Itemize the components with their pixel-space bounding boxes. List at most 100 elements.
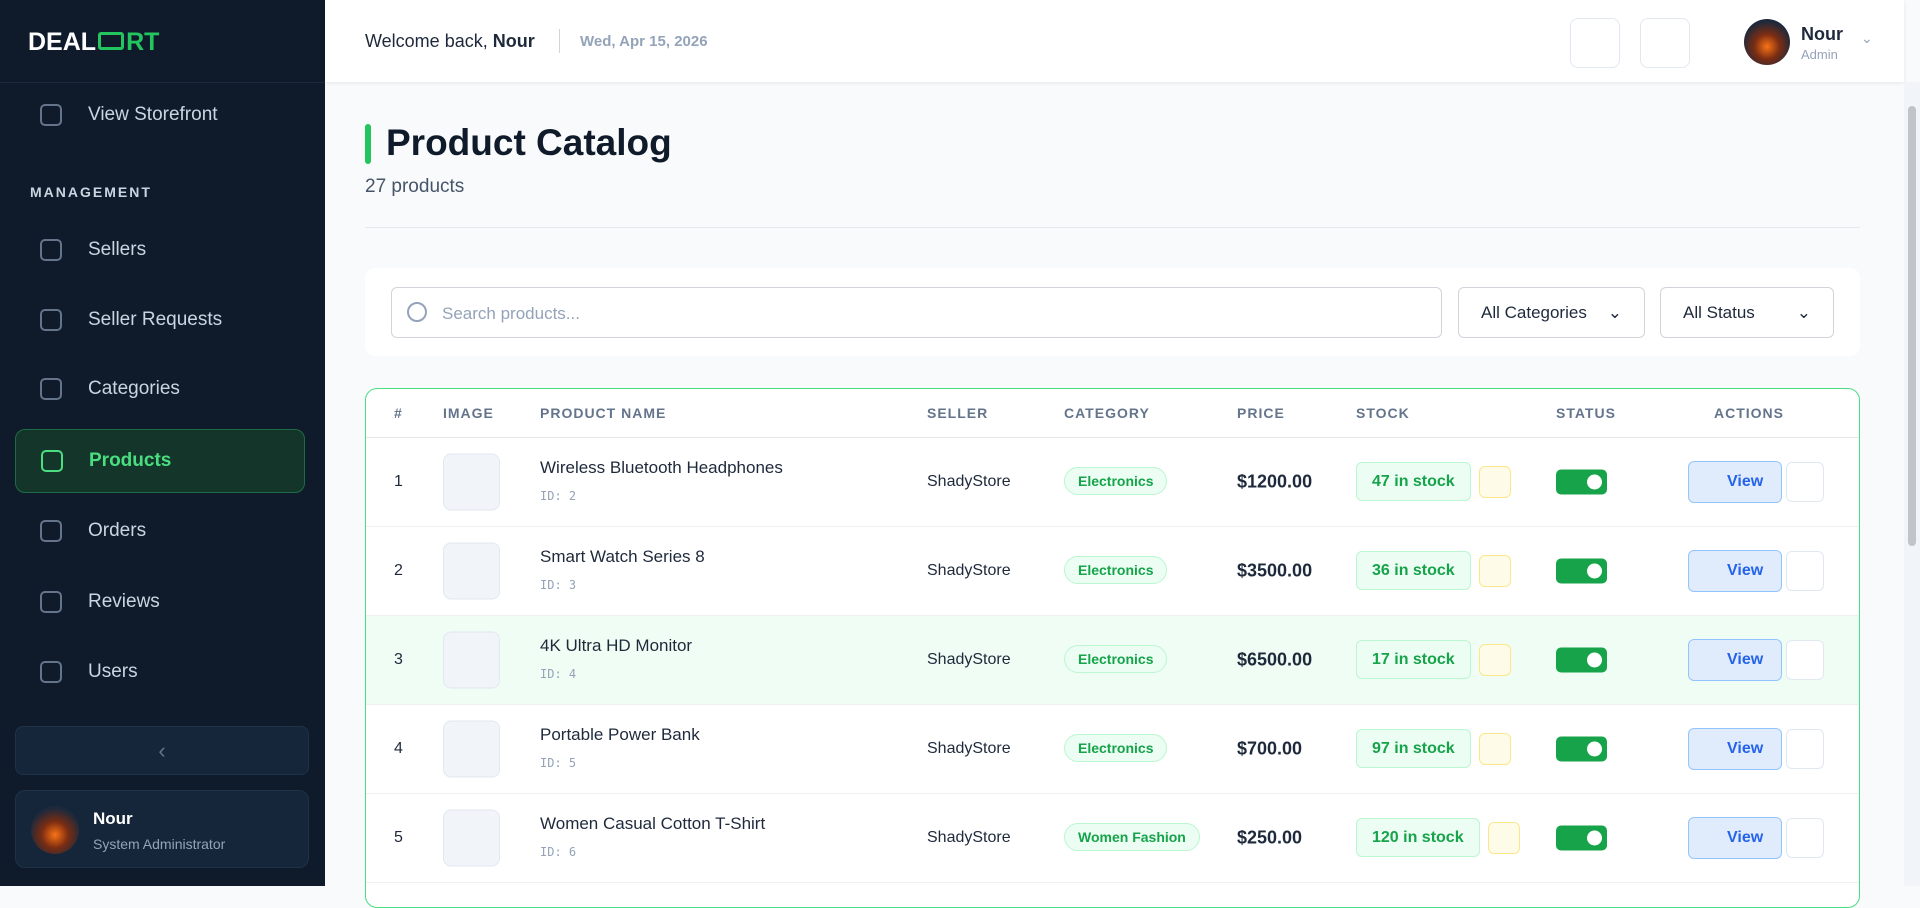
stock-cell: 36 in stock bbox=[1356, 551, 1511, 591]
more-button[interactable] bbox=[1786, 551, 1824, 591]
row-number: 3 bbox=[394, 651, 403, 668]
search-icon bbox=[407, 302, 427, 322]
product-image bbox=[443, 720, 500, 778]
view-button[interactable]: View bbox=[1688, 550, 1783, 592]
seller: ShadyStore bbox=[927, 740, 1011, 757]
icon bbox=[40, 239, 62, 261]
user-name: Nour bbox=[93, 809, 133, 828]
chevron: ⌄ bbox=[1607, 302, 1622, 322]
table-row: 1 Wireless Bluetooth Headphones ID: 2 Shady… bbox=[366, 438, 1859, 527]
column-header: ACTIONS bbox=[1714, 405, 1784, 421]
price: $1200.00 bbox=[1237, 471, 1313, 492]
icon bbox=[40, 309, 62, 331]
welcome-text: Welcome back, bbox=[365, 31, 488, 51]
category-cell: Electronics bbox=[1064, 734, 1168, 762]
label: Orders bbox=[88, 520, 147, 541]
collapse-button[interactable]: ‹ bbox=[15, 726, 309, 775]
user-role: System Administrator bbox=[93, 836, 226, 852]
logo[interactable]: DEAL RT bbox=[28, 28, 159, 57]
more-button[interactable] bbox=[1786, 729, 1824, 769]
view-button[interactable]: View bbox=[1688, 461, 1783, 503]
nav-item[interactable]: Categories bbox=[15, 357, 305, 421]
seller: ShadyStore bbox=[927, 562, 1011, 579]
status-select[interactable]: All Status ⌄ bbox=[1660, 287, 1834, 338]
edit-stock[interactable] bbox=[1478, 733, 1511, 765]
category-cell: Electronics bbox=[1064, 467, 1168, 495]
search-input[interactable]: Search products... bbox=[391, 287, 1442, 338]
edit-stock[interactable] bbox=[1487, 822, 1520, 854]
category-select[interactable]: All Categories ⌄ bbox=[1458, 287, 1645, 338]
table-row: 3 4K Ultra HD Monitor ID: 4 ShadyStore Elect… bbox=[366, 616, 1859, 705]
nav-item[interactable]: Orders bbox=[15, 499, 305, 563]
theme-toggle[interactable] bbox=[1570, 18, 1620, 68]
divider bbox=[365, 227, 1860, 228]
nav-item[interactable]: Users bbox=[15, 640, 305, 704]
view-button[interactable]: View bbox=[1688, 817, 1783, 859]
logo-text: DEAL bbox=[28, 28, 97, 56]
label: Sellers bbox=[88, 239, 147, 260]
more-button[interactable] bbox=[1786, 462, 1824, 502]
select-value: All Categories bbox=[1481, 302, 1587, 322]
status-toggle[interactable] bbox=[1556, 558, 1607, 584]
stock-badge: 17 in stock bbox=[1356, 640, 1471, 680]
notifications[interactable] bbox=[1640, 18, 1690, 68]
label: Categories bbox=[88, 378, 180, 399]
divider bbox=[559, 29, 560, 53]
scroll-thumb[interactable] bbox=[1908, 106, 1916, 546]
nav-item[interactable]: Reviews bbox=[15, 570, 305, 634]
view-button[interactable]: View bbox=[1688, 639, 1783, 681]
page-title: Product Catalog bbox=[386, 122, 672, 163]
column-header: IMAGE bbox=[443, 405, 494, 421]
stock-badge: 36 in stock bbox=[1356, 551, 1471, 591]
status-toggle[interactable] bbox=[1556, 825, 1607, 851]
view-button[interactable]: View bbox=[1688, 728, 1783, 770]
status-toggle[interactable] bbox=[1556, 736, 1607, 762]
label: Reviews bbox=[88, 591, 160, 612]
user-card: Nour System Administrator bbox=[15, 790, 309, 868]
edit-stock[interactable] bbox=[1478, 555, 1511, 587]
stock-badge: 97 in stock bbox=[1356, 729, 1471, 769]
storefront-link[interactable]: View Storefront bbox=[15, 83, 305, 147]
divider bbox=[0, 82, 325, 83]
avatar[interactable] bbox=[1744, 19, 1790, 65]
table-row: 2 Smart Watch Series 8 ID: 3 ShadyStore Elec… bbox=[366, 527, 1859, 616]
more-button[interactable] bbox=[1786, 640, 1824, 680]
column-header: PRICE bbox=[1237, 405, 1285, 421]
category-cell: Women Fashion bbox=[1064, 823, 1200, 851]
category-badge: Women Fashion bbox=[1064, 823, 1200, 851]
product-name[interactable]: Women Casual Cotton T-Shirt bbox=[540, 814, 766, 833]
header: Welcome back, Nour Wed, Apr 15, 2026 Nou… bbox=[325, 0, 1904, 82]
product-name[interactable]: Smart Watch Series 8 bbox=[540, 547, 705, 566]
column-header: # bbox=[394, 405, 403, 421]
product-id: ID: 5 bbox=[540, 756, 577, 770]
product-name[interactable]: Portable Power Bank bbox=[540, 725, 700, 744]
seller: ShadyStore bbox=[927, 651, 1011, 668]
label: Products bbox=[89, 450, 172, 471]
product-name[interactable]: Wireless Bluetooth Headphones bbox=[540, 458, 783, 477]
label: View Storefront bbox=[88, 104, 218, 125]
avatar bbox=[31, 806, 79, 854]
nav-item[interactable]: Seller Requests bbox=[15, 288, 305, 352]
chevron: ⌄ bbox=[1796, 302, 1811, 322]
category-badge: Electronics bbox=[1064, 467, 1168, 495]
price: $250.00 bbox=[1237, 827, 1303, 848]
user-role: Admin bbox=[1801, 47, 1838, 62]
status-toggle[interactable] bbox=[1556, 647, 1607, 673]
more-button[interactable] bbox=[1786, 818, 1824, 858]
product-image bbox=[443, 542, 500, 600]
logo-icon bbox=[98, 32, 125, 50]
nav-item[interactable]: Products bbox=[15, 429, 305, 493]
scrollbar[interactable] bbox=[1904, 82, 1920, 886]
edit-stock[interactable] bbox=[1478, 644, 1511, 676]
category-badge: Electronics bbox=[1064, 556, 1168, 584]
edit-stock[interactable] bbox=[1478, 466, 1511, 498]
product-count: 27 products bbox=[365, 176, 465, 197]
welcome-name: Nour bbox=[492, 31, 535, 51]
nav-item[interactable]: Sellers bbox=[15, 218, 305, 282]
dropdown-arrow[interactable]: ⌄ bbox=[1861, 30, 1873, 46]
product-name[interactable]: 4K Ultra HD Monitor bbox=[540, 636, 693, 655]
status-toggle[interactable] bbox=[1556, 469, 1607, 495]
category-cell: Electronics bbox=[1064, 645, 1168, 673]
category-badge: Electronics bbox=[1064, 645, 1168, 673]
